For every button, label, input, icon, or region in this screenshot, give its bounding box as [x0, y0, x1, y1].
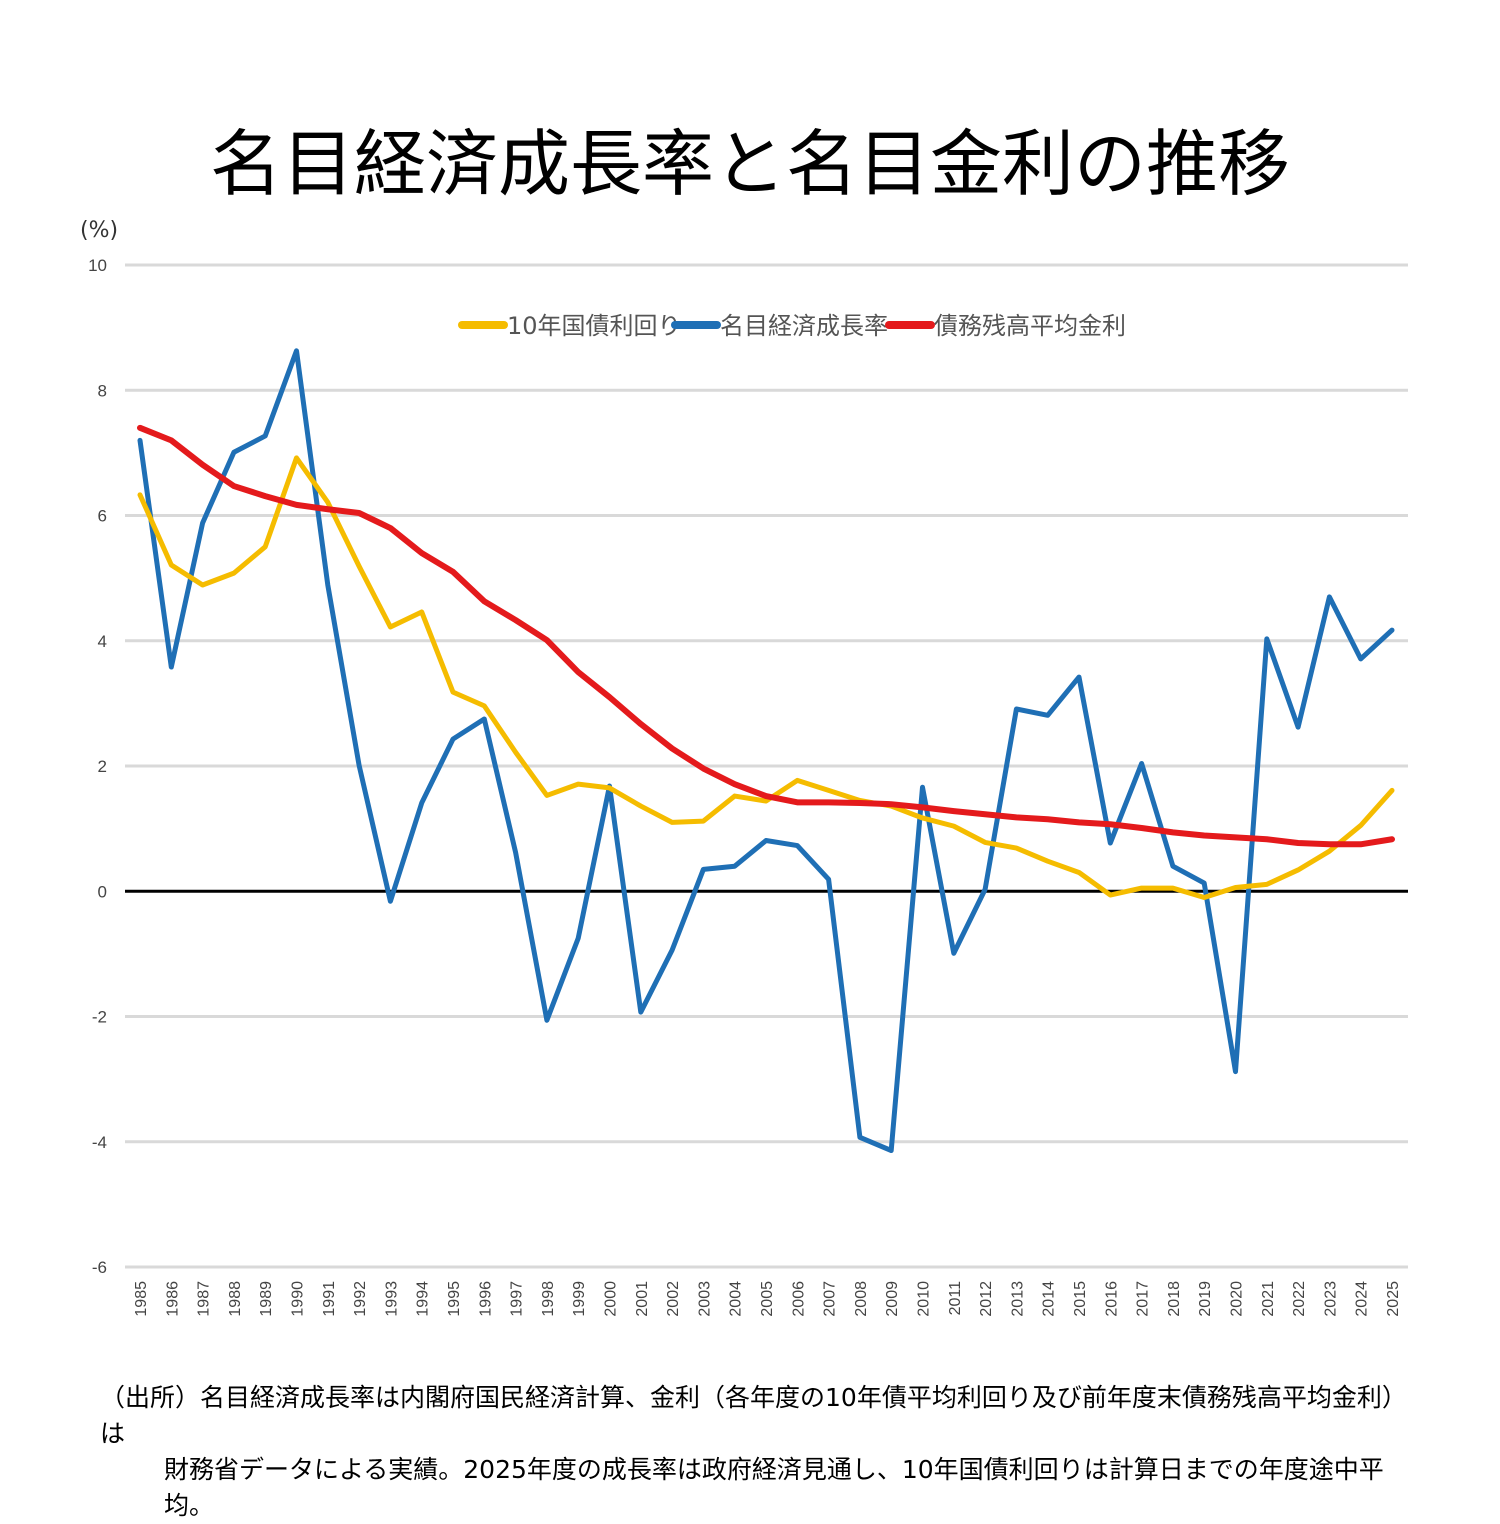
y-tick-label: -2: [92, 1008, 107, 1027]
y-tick-label: 6: [98, 507, 107, 526]
x-tick-label: 2023: [1322, 1281, 1339, 1317]
x-tick-label: 1993: [383, 1281, 400, 1317]
x-tick-label: 1987: [196, 1281, 213, 1317]
x-tick-label: 1995: [446, 1281, 463, 1317]
series-line-1: [137, 348, 1395, 1154]
x-tick-label: 2008: [853, 1281, 870, 1317]
y-tick-label: -4: [92, 1133, 107, 1152]
chart-title: 名目経済成長率と名目金利の推移: [209, 122, 1290, 206]
series-line-0: [137, 455, 1395, 901]
source-note: （出所）名目経済成長率は内閣府国民経済計算、金利（各年度の10年債平均利回り及び…: [100, 1380, 1430, 1524]
series-line-2: [137, 424, 1395, 848]
x-tick-label: 2007: [822, 1281, 839, 1317]
x-tick-label: 2021: [1260, 1281, 1277, 1317]
x-tick-label: 2017: [1135, 1281, 1152, 1317]
x-tick-label: 1997: [509, 1281, 526, 1317]
x-tick-label: 1992: [352, 1281, 369, 1317]
y-tick-label: -6: [92, 1258, 107, 1277]
y-tick-label: 10: [88, 256, 107, 275]
x-tick-label: 1998: [540, 1281, 557, 1317]
x-tick-label: 2025: [1385, 1281, 1402, 1317]
x-tick-label: 2011: [947, 1281, 964, 1316]
x-tick-label: 2004: [728, 1281, 745, 1317]
x-tick-label: 2014: [1041, 1281, 1058, 1317]
x-tick-label: 1985: [133, 1281, 150, 1317]
legend-label: 名目経済成長率: [720, 312, 888, 340]
y-tick-label: 2: [98, 757, 107, 776]
x-tick-label: 2015: [1072, 1281, 1089, 1317]
x-tick-label: 1996: [477, 1281, 494, 1317]
x-tick-label: 2012: [978, 1281, 995, 1317]
y-tick-label: 4: [98, 632, 107, 651]
x-tick-label: 2006: [790, 1281, 807, 1317]
x-tick-label: 1999: [571, 1281, 588, 1317]
x-tick-label: 2019: [1197, 1281, 1214, 1317]
y-axis-unit: (%): [80, 218, 119, 243]
x-tick-label: 2000: [603, 1281, 620, 1317]
x-tick-label: 2020: [1229, 1281, 1246, 1317]
legend-label: 10年国債利回り: [507, 312, 682, 340]
source-note-line2: 財務省データによる実績。2025年度の成長率は政府経済見通し、10年国債利回りは…: [164, 1455, 1384, 1520]
x-tick-label: 1989: [258, 1281, 275, 1317]
x-tick-label: 2016: [1103, 1281, 1120, 1317]
x-tick-label: 2005: [759, 1281, 776, 1317]
x-tick-label: 1994: [415, 1281, 432, 1317]
x-tick-label: 1990: [290, 1281, 307, 1317]
y-tick-label: 8: [98, 381, 107, 400]
x-tick-label: 2002: [665, 1281, 682, 1317]
x-tick-label: 2018: [1166, 1281, 1183, 1317]
x-tick-label: 2003: [696, 1281, 713, 1317]
x-tick-label: 2024: [1354, 1281, 1371, 1317]
x-tick-label: 1986: [164, 1281, 181, 1317]
legend-label: 債務残高平均金利: [934, 312, 1126, 340]
x-tick-label: 1991: [321, 1281, 338, 1317]
x-tick-label: 1988: [227, 1281, 244, 1317]
x-tick-label: 2009: [884, 1281, 901, 1317]
y-tick-label: 0: [98, 882, 107, 901]
x-tick-label: 2001: [634, 1281, 651, 1317]
x-tick-label: 2013: [1009, 1281, 1026, 1317]
x-tick-label: 2022: [1291, 1281, 1308, 1317]
source-note-line1: （出所）名目経済成長率は内閣府国民経済計算、金利（各年度の10年債平均利回り及び…: [100, 1383, 1407, 1448]
x-tick-label: 2010: [916, 1281, 933, 1317]
